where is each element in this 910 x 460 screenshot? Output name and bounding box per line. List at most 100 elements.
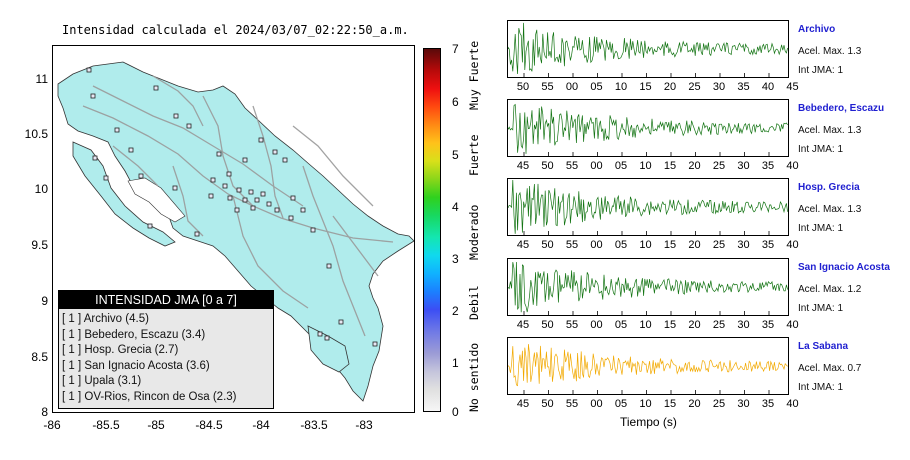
colorbar-tick: 1 (452, 356, 459, 370)
intensity-legend: INTENSIDAD JMA [0 a 7] [ 1 ] Archivo (4.… (58, 290, 274, 409)
time-tick-label: 15 (663, 319, 677, 331)
seismogram-panel[interactable] (507, 337, 794, 395)
time-tick-label: 05 (614, 160, 628, 172)
waveform-plot (507, 22, 794, 77)
costa-rica-map-svg (57, 61, 414, 402)
time-tick-label: 10 (639, 319, 652, 331)
jma-intensity: Int JMA: 1 (798, 65, 844, 76)
time-tick-label: 15 (663, 398, 677, 410)
time-tick-label: 35 (761, 160, 775, 172)
time-tick-label: 15 (663, 239, 677, 251)
time-tick-label: 20 (663, 81, 677, 93)
time-tick-label: 25 (712, 160, 726, 172)
time-tick-label: 15 (663, 160, 677, 172)
map-x-tick: -86 (43, 418, 61, 432)
max-acceleration: Acel. Max. 1.3 (798, 46, 862, 57)
time-tick-label: 40 (786, 398, 799, 410)
seismogram-panel[interactable] (507, 20, 794, 78)
station-name[interactable]: Bebedero, Escazu (798, 103, 885, 114)
station-name[interactable]: Hosp. Grecia (798, 182, 860, 193)
time-tick-label: 00 (565, 81, 579, 93)
time-tick-label: 00 (590, 160, 603, 172)
time-tick-label: 25 (688, 81, 701, 93)
map-x-tick: -83.5 (300, 418, 328, 432)
colorbar-category: Debil (467, 285, 481, 320)
road-network (82, 75, 394, 337)
time-tick-label: 45 (516, 239, 530, 251)
map-x-tick: -84 (252, 418, 270, 432)
max-acceleration: Acel. Max. 1.3 (798, 204, 862, 215)
seismogram-panel[interactable] (507, 99, 794, 157)
time-tick-label: 55 (565, 239, 579, 251)
time-tick-label: 40 (786, 239, 799, 251)
time-tick-label: 50 (516, 81, 530, 93)
time-tick-label: 10 (639, 398, 652, 410)
time-tick-label: 00 (590, 239, 603, 251)
legend-item: [ 1 ] Upala (3.1) (62, 375, 142, 387)
time-tick-label: 20 (688, 160, 701, 172)
legend-title: INTENSIDAD JMA [0 a 7] (59, 291, 273, 309)
time-tick-label: 55 (541, 81, 554, 93)
time-tick-label: 00 (590, 398, 603, 410)
seismogram-panel[interactable] (507, 178, 794, 236)
colorbar-tick: 4 (452, 200, 459, 214)
jma-intensity: Int JMA: 1 (798, 303, 844, 314)
station-name[interactable]: Archivo (798, 24, 836, 35)
time-tick-label: 25 (712, 319, 726, 331)
time-tick-label: 50 (541, 239, 554, 251)
map-x-tick: -85.5 (92, 418, 120, 432)
time-tick-label: 30 (712, 81, 726, 93)
time-tick-label: 45 (516, 319, 530, 331)
time-tick-label: 35 (761, 398, 775, 410)
colorbar-tick: 3 (452, 252, 459, 266)
time-tick-label: 55 (565, 319, 579, 331)
waveform-plot (507, 344, 794, 394)
waveform-plot (507, 261, 794, 315)
time-tick-label: 50 (541, 160, 554, 172)
time-tick-label: 45 (516, 398, 530, 410)
time-axis-label: Tiempo (s) (620, 415, 677, 429)
time-tick-label: 40 (786, 160, 799, 172)
colorbar-tick: 7 (452, 42, 459, 56)
jma-intensity: Int JMA: 1 (798, 144, 844, 155)
time-tick-label: 55 (565, 160, 579, 172)
colorbar-tick: 5 (452, 148, 459, 162)
time-tick-label: 55 (565, 398, 579, 410)
gulf-of-nicoya (127, 177, 186, 223)
max-acceleration: Acel. Max. 1.2 (798, 284, 862, 295)
time-tick-label: 25 (712, 239, 726, 251)
legend-item: [ 1 ] OV-Rios, Rincon de Osa (2.3) (62, 390, 237, 403)
time-tick-label: 05 (614, 319, 628, 331)
colorbar-category: No sentido (467, 342, 481, 412)
map-x-tick: -83 (355, 418, 373, 432)
map-y-tick: 10 (34, 182, 48, 196)
waveform-trace (507, 261, 788, 313)
map-y-tick: 9.5 (31, 238, 48, 252)
time-tick-label: 35 (761, 319, 775, 331)
max-acceleration: Acel. Max. 0.7 (798, 363, 862, 374)
waveform-trace (507, 22, 788, 75)
legend-item: [ 1 ] San Ignacio Acosta (3.6) (62, 359, 210, 372)
colorbar-category: Fuerte (467, 134, 481, 176)
osa-peninsula (307, 325, 350, 373)
waveform-plot (507, 103, 794, 156)
time-tick-label: 00 (590, 319, 603, 331)
time-tick-label: 20 (688, 239, 701, 251)
time-tick-label: 05 (590, 81, 603, 93)
time-tick-label: 15 (639, 81, 652, 93)
map-y-tick: 8 (41, 405, 48, 419)
map-y-tick: 11 (35, 72, 48, 86)
time-tick-label: 30 (737, 319, 750, 331)
seismogram-panel[interactable] (507, 258, 794, 316)
colorbar-tick: 6 (452, 95, 459, 109)
time-tick-label: 45 (516, 160, 530, 172)
legend-item: [ 1 ] Archivo (4.5) (62, 313, 149, 325)
station-name[interactable]: La Sabana (798, 341, 849, 352)
time-tick-label: 05 (614, 398, 628, 410)
station-name[interactable]: San Ignacio Acosta (798, 262, 890, 273)
time-tick-label: 05 (614, 239, 628, 251)
legend-item: [ 1 ] Hosp. Grecia (2.7) (62, 344, 179, 356)
map-y-tick: 8.5 (31, 350, 48, 364)
time-tick-label: 20 (688, 398, 701, 410)
jma-intensity: Int JMA: 1 (798, 223, 844, 234)
